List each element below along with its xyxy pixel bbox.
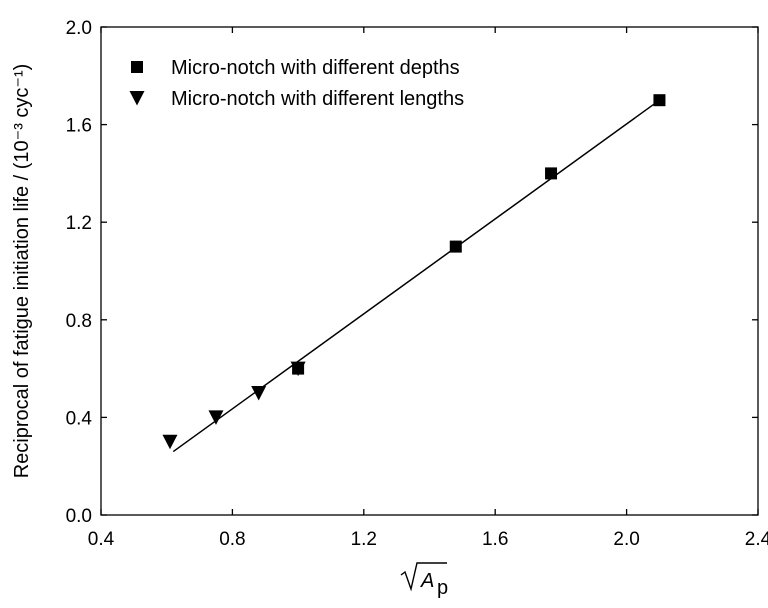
y-tick-label: 2.0 bbox=[66, 18, 92, 39]
x-axis-title: √A_p A p bbox=[400, 562, 448, 599]
legend-marker bbox=[129, 91, 145, 106]
legend: Micro-notch with different depths Micro-n… bbox=[129, 57, 464, 110]
legend-label: Micro-notch with different depths bbox=[171, 57, 460, 79]
legend-marker bbox=[131, 61, 143, 73]
x-tick-label: 0.4 bbox=[88, 529, 115, 550]
x-axis-variable: A bbox=[420, 570, 434, 592]
y-tick-label: 1.2 bbox=[66, 213, 92, 234]
y-tick-label: 0.0 bbox=[66, 506, 92, 527]
y-axis-title: Reciprocal of fatigue initiation life / … bbox=[11, 64, 33, 479]
legend-label: Micro-notch with different lengths bbox=[171, 88, 464, 110]
data-point-square bbox=[449, 240, 462, 253]
square-root-sign bbox=[400, 562, 447, 592]
x-tick-label: 1.6 bbox=[482, 529, 508, 550]
fit-line-group bbox=[172, 99, 660, 453]
data-points bbox=[162, 94, 666, 450]
x-axis-subscript: p bbox=[437, 577, 448, 599]
data-point-square bbox=[545, 167, 558, 180]
y-tick-label: 0.4 bbox=[66, 408, 93, 429]
data-point-triangle bbox=[208, 410, 224, 425]
y-tick-label: 1.6 bbox=[66, 116, 92, 137]
x-tick-label: 2.4 bbox=[745, 529, 768, 550]
x-tick-label: 0.8 bbox=[219, 529, 245, 550]
data-point-triangle bbox=[162, 434, 178, 450]
plot-area-frame bbox=[100, 26, 759, 516]
data-point-triangle bbox=[290, 361, 306, 377]
axis-ticks: 0.4 0.8 1.2 1.6 2.0 2.40.00.40.81.21.62.0 bbox=[66, 18, 768, 550]
fit-line bbox=[172, 99, 660, 453]
data-point-square bbox=[653, 94, 666, 107]
y-tick-label: 0.8 bbox=[66, 311, 92, 332]
x-tick-label: 2.0 bbox=[613, 529, 639, 550]
data-point-triangle bbox=[251, 386, 267, 401]
x-tick-label: 1.2 bbox=[351, 529, 377, 550]
